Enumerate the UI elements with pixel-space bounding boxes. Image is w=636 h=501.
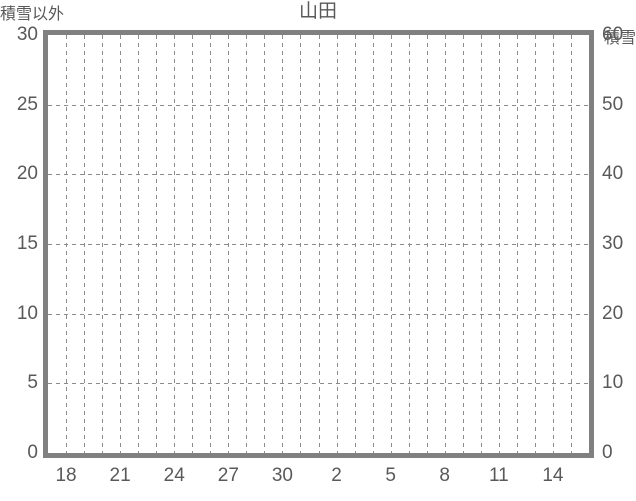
x-axis-tick-label: 24 [163, 465, 185, 486]
x-axis-tick-label: 8 [439, 465, 450, 486]
y-axis-right-tick-label: 10 [602, 372, 624, 394]
x-axis-tick-label: 2 [331, 465, 342, 486]
x-axis-tick-label: 5 [385, 465, 396, 486]
y-axis-left-tick-label: 30 [16, 24, 38, 45]
x-axis-tick-label: 11 [488, 465, 509, 486]
plot-area [43, 30, 594, 458]
x-axis-tick-label: 18 [55, 465, 77, 486]
y-axis-right-tick-label: 20 [602, 302, 624, 324]
left-axis-title: 積雪以外 [0, 6, 65, 23]
x-axis-tick-label: 27 [217, 465, 239, 486]
y-axis-right-tick-label: 30 [602, 233, 624, 254]
y-axis-left-tick-label: 0 [27, 442, 38, 463]
y-axis-left-tick-label: 15 [16, 233, 38, 254]
y-axis-left-tick-label: 5 [27, 372, 38, 394]
y-axis-right-tick-label: 0 [602, 442, 613, 463]
y-axis-right-tick-label: 60 [602, 24, 624, 45]
y-axis-right-tick-label: 40 [602, 163, 624, 185]
x-axis-tick-label: 30 [271, 465, 293, 486]
data-series-layer [48, 35, 589, 453]
right-axis-title: 積雪 [603, 30, 636, 47]
x-axis-tick-label: 14 [542, 465, 564, 486]
y-axis-left-tick-label: 10 [16, 302, 38, 324]
page-title: 山田 [298, 1, 337, 22]
y-axis-left-tick-label: 25 [16, 93, 38, 115]
x-axis-tick-label: 21 [109, 465, 131, 486]
y-axis-right-tick-label: 50 [602, 93, 624, 115]
y-axis-left-tick-label: 20 [16, 163, 38, 185]
grid-lines [48, 35, 589, 453]
